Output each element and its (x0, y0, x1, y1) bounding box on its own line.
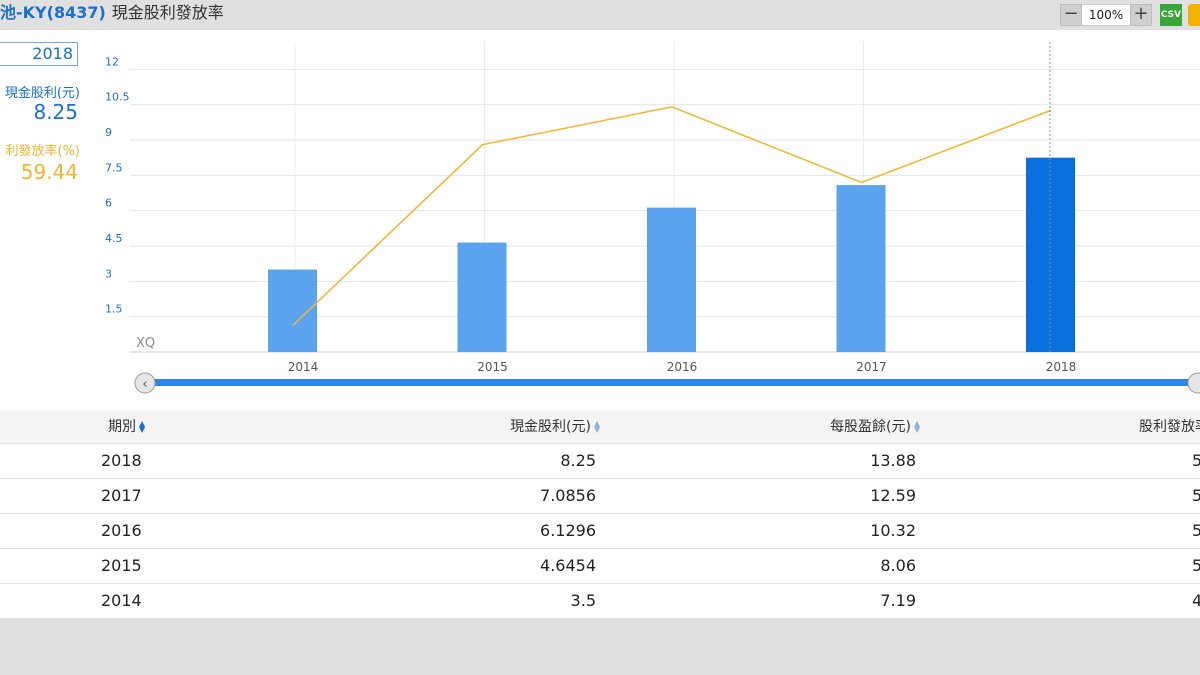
table-cell-eps: 13.88 (870, 444, 916, 478)
zoom-level: 100% (1082, 4, 1130, 26)
table-cell-cash-dividend: 7.0856 (540, 479, 596, 513)
sort-icon: ▲ ▼ (139, 421, 147, 433)
table-cell-payout: 5 (1192, 479, 1200, 513)
x-tick-label: 2017 (856, 360, 887, 374)
chart-watermark: XQ (136, 336, 155, 351)
lock-icon[interactable] (1188, 4, 1200, 26)
x-tick-label: 2015 (477, 360, 508, 374)
table-row[interactable]: 2014 3.5 7.19 4 (0, 584, 1200, 619)
range-navigator (150, 379, 1200, 386)
column-header-cash-dividend[interactable]: 現金股利(元) ▲ ▼ (510, 410, 602, 444)
header-bar: 池-KY(8437) 現金股利發放率 − 100% + CSV (0, 0, 1200, 30)
table-cell-eps: 10.32 (870, 514, 916, 548)
table-cell-period: 2018 (101, 444, 142, 478)
page-background (0, 620, 1200, 675)
table-cell-period: 2017 (101, 479, 142, 513)
dividend-table: 期別▲▼ 現金股利(元)▲▼ 每股盈餘(元)▲▼ 股利發放率 2018 8.25 1… (0, 410, 1200, 619)
column-header-eps[interactable]: 每股盈餘(元) ▲ ▼ (830, 410, 922, 444)
y-tick-label: 9 (105, 126, 112, 139)
bar-2016 (647, 208, 696, 352)
sort-icon: ▲ ▼ (594, 421, 602, 433)
stock-name: 池-KY(8437) (0, 3, 106, 22)
table-cell-payout: 5 (1192, 514, 1200, 548)
bar-2017 (837, 185, 886, 352)
chevron-left-icon: ‹ (142, 377, 147, 392)
table-cell-cash-dividend: 8.25 (560, 444, 596, 478)
y-tick-label: 10.5 (105, 91, 130, 104)
y-tick-label: 3 (105, 267, 112, 280)
table-cell-period: 2016 (101, 514, 142, 548)
y-tick-label: 4.5 (105, 232, 123, 245)
sort-icon: ▲ ▼ (914, 421, 922, 433)
table-header: 期別▲▼ 現金股利(元)▲▼ 每股盈餘(元)▲▼ 股利發放率 (0, 410, 1200, 444)
table-row[interactable]: 2015 4.6454 8.06 5 (0, 549, 1200, 584)
chart-panel: 2018 現金股利(元) 8.25 利發放率(%) 59.44 1.5 3 4.5 6… (0, 30, 1200, 410)
table-cell-cash-dividend: 4.6454 (540, 549, 596, 583)
report-subject: 現金股利發放率 (112, 3, 224, 22)
table-cell-payout: 5 (1192, 444, 1200, 478)
y-tick-label: 1.5 (105, 303, 123, 316)
x-tick-label: 2014 (288, 360, 319, 374)
table-cell-period: 2014 (101, 584, 142, 618)
table-row[interactable]: 2017 7.0856 12.59 5 (0, 479, 1200, 514)
table-cell-eps: 8.06 (880, 549, 916, 583)
bar-2015 (458, 243, 507, 352)
bar-2014 (268, 270, 317, 352)
x-tick-label: 2018 (1046, 360, 1077, 374)
y-tick-label: 12 (105, 55, 119, 68)
y-tick-label: 7.5 (105, 161, 123, 174)
csv-export-button[interactable]: CSV (1160, 4, 1182, 26)
table-cell-cash-dividend: 3.5 (571, 584, 596, 618)
page-title: 池-KY(8437) 現金股利發放率 (0, 3, 224, 23)
table-cell-period: 2015 (101, 549, 142, 583)
table-cell-eps: 7.19 (880, 584, 916, 618)
column-header-period[interactable]: 期別 ▲ ▼ (108, 410, 147, 444)
dividend-chart: 1.5 3 4.5 6 7.5 9 10.5 12 XQ 2014 2015 2016 2017 2018… (0, 30, 1200, 410)
table-row[interactable]: 2016 6.1296 10.32 5 (0, 514, 1200, 549)
table-cell-payout: 4 (1192, 584, 1200, 618)
column-header-payout[interactable]: 股利發放率 (1139, 410, 1200, 444)
y-tick-label: 6 (105, 197, 112, 210)
zoom-in-button[interactable]: + (1130, 4, 1152, 26)
table-cell-payout: 5 (1192, 549, 1200, 583)
x-tick-label: 2016 (667, 360, 698, 374)
table-row[interactable]: 2018 8.25 13.88 5 (0, 444, 1200, 479)
navigator-right-handle[interactable] (1188, 373, 1200, 393)
table-body: 2018 8.25 13.88 5 2017 7.0856 12.59 5 2016 6.1296… (0, 444, 1200, 619)
zoom-out-button[interactable]: − (1060, 4, 1082, 26)
table-cell-cash-dividend: 6.1296 (540, 514, 596, 548)
zoom-control: − 100% + (1060, 4, 1152, 26)
table-cell-eps: 12.59 (870, 479, 916, 513)
